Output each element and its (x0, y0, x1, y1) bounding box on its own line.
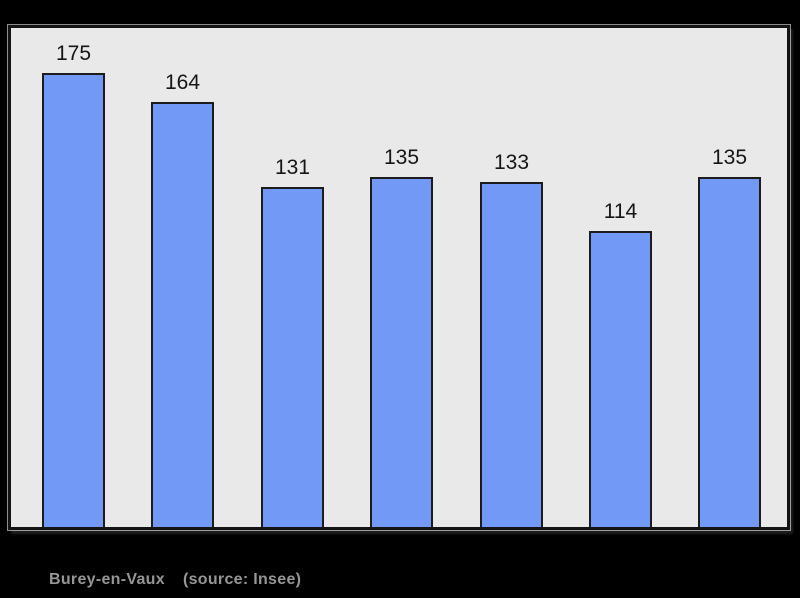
caption-source-label: (source: Insee) (182, 571, 302, 588)
bar-value-label: 135 (711, 146, 748, 169)
bar (589, 231, 652, 527)
bar (370, 177, 433, 527)
bar (261, 187, 324, 527)
caption-commune-label: Burey-en-Vaux (49, 571, 165, 588)
bar-value-label: 131 (274, 156, 311, 179)
bars-container: 175 164 131 135 133 114 135 (11, 28, 787, 527)
bar-value-label: 164 (164, 71, 201, 94)
plot-area: 175 164 131 135 133 114 135 (7, 24, 791, 531)
bar (480, 182, 543, 527)
bar (42, 73, 105, 527)
bar-value-label: 175 (55, 42, 92, 65)
bar-value-label: 114 (603, 200, 638, 223)
bar (151, 102, 214, 527)
caption: Burey-en-Vaux (source: Insee) (49, 571, 301, 589)
bar-value-label: 133 (493, 151, 530, 174)
bar (698, 177, 761, 527)
bar-value-label: 135 (383, 146, 420, 169)
